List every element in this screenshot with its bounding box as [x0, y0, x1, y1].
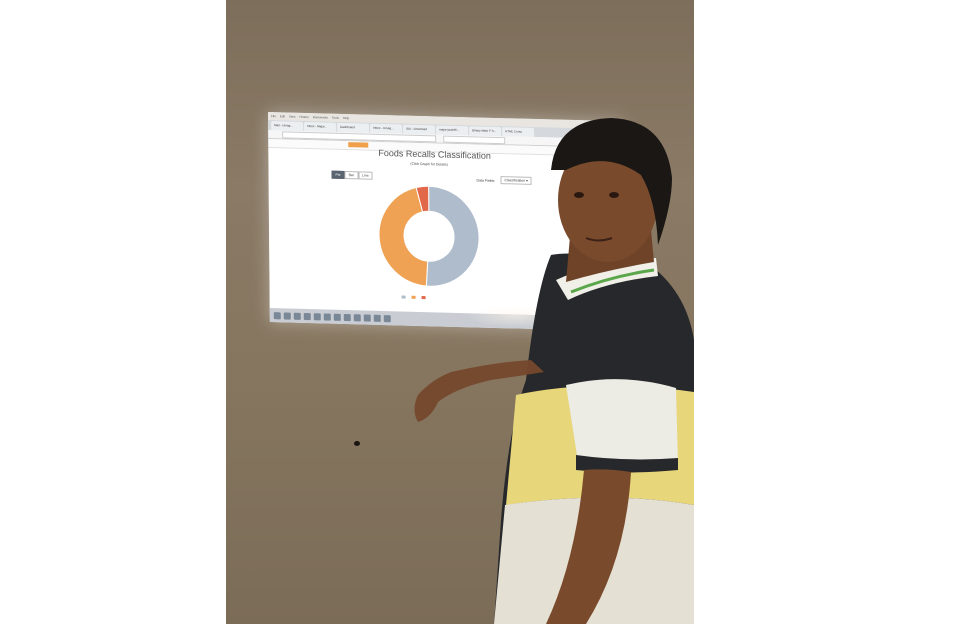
shirt-sleeve	[566, 379, 678, 467]
projected-screen: File Edit View History Bookmarks Tools H…	[268, 112, 625, 332]
donut-chart[interactable]	[377, 183, 482, 290]
donut-slice[interactable]	[425, 185, 480, 287]
photo: File Edit View History Bookmarks Tools H…	[226, 0, 694, 624]
donut-slice[interactable]	[378, 186, 429, 287]
presenter-figure	[414, 118, 694, 624]
presenter-pointing-arm	[414, 360, 544, 422]
presenter-arm	[546, 469, 631, 624]
chart-page: Foods Recalls Classification (Click Grap…	[268, 148, 625, 318]
donut-slice[interactable]	[415, 185, 430, 213]
presenter-hair	[551, 118, 672, 245]
wall-mark	[354, 441, 360, 446]
